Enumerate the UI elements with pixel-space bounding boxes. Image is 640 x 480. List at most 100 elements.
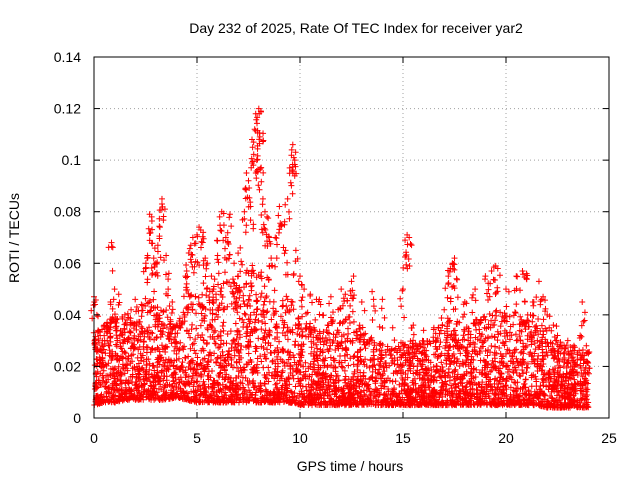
data-point [520,356,527,363]
data-point [231,352,238,359]
data-point [264,388,271,395]
x-tick-label: 5 [193,430,201,446]
data-point [259,307,266,314]
data-point [244,267,251,274]
data-point [341,402,348,409]
data-point [555,355,562,362]
data-point [491,349,498,356]
data-point [280,393,287,400]
data-point [210,286,217,293]
data-point [398,354,405,361]
data-point [189,341,196,348]
data-point [347,302,354,309]
data-point [299,294,306,301]
data-point [283,293,290,300]
data-point [221,364,228,371]
data-point [172,343,179,350]
data-point [547,339,554,346]
data-point [135,370,142,377]
data-point [548,327,555,334]
data-point [539,367,546,374]
data-point [145,299,152,306]
data-point [517,373,524,380]
data-point [253,327,260,334]
data-point [473,366,480,373]
data-point [506,366,513,373]
data-point [163,368,170,375]
data-point [463,347,470,354]
data-point [532,373,539,380]
data-point [516,372,523,379]
data-point [212,327,219,334]
data-point [138,328,145,335]
data-point [482,372,489,379]
data-point [543,349,550,356]
data-point [446,377,453,384]
data-point [210,382,217,389]
data-point [250,267,257,274]
data-point [276,399,283,406]
data-point [334,372,341,379]
data-point [407,338,414,345]
data-point [176,315,183,322]
data-point [317,339,324,346]
data-point [201,385,208,392]
data-point [142,295,149,302]
data-point [217,369,224,376]
data-point [204,339,211,346]
y-tick-label: 0.14 [54,49,81,65]
data-point [497,374,504,381]
data-point [538,296,545,303]
data-point [181,312,188,319]
data-point [533,322,540,329]
data-point [433,363,440,370]
data-point [429,400,436,407]
data-point [524,360,531,367]
data-point [291,359,298,366]
data-point [99,326,106,333]
data-point [272,263,279,270]
data-point [507,374,514,381]
data-point [297,273,303,280]
data-point [467,386,474,393]
data-point [157,254,164,261]
data-point [119,365,126,372]
data-point [395,343,402,350]
data-point [362,330,369,337]
data-point [238,367,245,374]
data-point [453,275,460,282]
data-point [555,362,562,369]
data-point [371,339,378,346]
data-point [250,398,257,405]
data-point [226,214,233,221]
data-point [189,252,196,259]
data-point [210,377,217,384]
data-point [494,328,501,335]
data-point [421,373,428,380]
data-point [226,251,233,258]
data-point [156,224,163,231]
data-point [294,367,301,374]
data-point [478,370,485,377]
data-point [219,363,226,370]
data-point [580,404,587,411]
data-point [135,307,142,314]
data-point [376,323,383,330]
data-point [258,212,265,219]
data-point [321,398,328,405]
data-point [539,340,546,347]
data-point [281,321,288,328]
data-point [201,365,208,372]
data-point [560,350,567,357]
data-point [494,385,501,392]
data-point [451,358,458,365]
data-point [578,396,585,403]
data-point [579,382,586,389]
data-point [298,303,305,310]
data-point [187,358,194,365]
data-point [228,345,235,352]
data-point [215,281,222,288]
data-point [425,402,432,409]
data-point [542,305,549,312]
data-point [191,347,198,354]
